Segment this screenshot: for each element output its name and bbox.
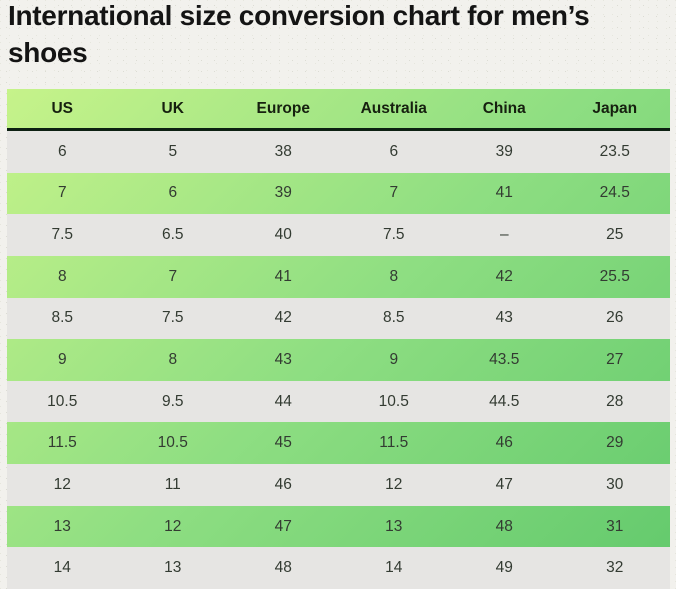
table-cell: 48 <box>274 559 292 577</box>
header-cell-japan: Japan <box>592 99 638 117</box>
table-cell: 11.5 <box>379 434 409 452</box>
table-cell: 27 <box>606 351 624 369</box>
table-cell: 38 <box>274 142 292 160</box>
table-cell: – <box>499 226 509 244</box>
size-conversion-table: US UK Europe Australia China Japan 6 5 38 6 39 23.… <box>7 89 670 589</box>
table-cell: 8 <box>168 351 178 369</box>
table-cell: 8.5 <box>382 309 405 327</box>
table-cell: 49 <box>495 559 513 577</box>
header-cell-china: China <box>482 99 526 117</box>
table-cell: 13 <box>164 559 182 577</box>
header-cell-us: US <box>51 99 74 117</box>
table-cell: 25.5 <box>599 267 630 285</box>
table-row: 11.5 10.5 45 11.5 46 29 <box>7 422 670 464</box>
table-cell: 25 <box>606 226 624 244</box>
table-cell: 7.5 <box>161 309 184 327</box>
table-row: 9 8 43 9 43.5 27 <box>7 339 670 381</box>
table-cell: 32 <box>606 559 624 577</box>
table-cell: 44 <box>274 392 292 410</box>
table-row: 6 5 38 6 39 23.5 <box>7 131 670 173</box>
table-cell: 9 <box>57 351 67 369</box>
table-cell: 44.5 <box>489 392 520 410</box>
table-cell: 23.5 <box>599 142 630 160</box>
table-row: 12 11 46 12 47 30 <box>7 464 670 506</box>
table-cell: 12 <box>385 475 403 493</box>
table-cell: 10.5 <box>47 392 78 410</box>
table-cell: 30 <box>606 475 624 493</box>
table-body: 6 5 38 6 39 23.5 7 6 39 7 41 24.5 7.5 6.5 40 7.5 – 25 8 7 41… <box>7 131 670 589</box>
table-cell: 12 <box>164 517 182 535</box>
table-cell: 7.5 <box>382 226 405 244</box>
table-row: 7 6 39 7 41 24.5 <box>7 173 670 215</box>
table-cell: 46 <box>495 434 513 452</box>
table-cell: 13 <box>385 517 403 535</box>
table-cell: 5 <box>168 142 178 160</box>
table-cell: 40 <box>274 226 292 244</box>
table-cell: 6 <box>389 142 399 160</box>
table-cell: 10.5 <box>157 434 188 452</box>
table-cell: 41 <box>274 267 292 285</box>
table-cell: 9 <box>389 351 399 369</box>
table-row: 8 7 41 8 42 25.5 <box>7 256 670 298</box>
table-cell: 14 <box>385 559 403 577</box>
table-cell: 28 <box>606 392 624 410</box>
table-row: 7.5 6.5 40 7.5 – 25 <box>7 214 670 256</box>
table-cell: 42 <box>274 309 292 327</box>
table-cell: 24.5 <box>599 184 630 202</box>
table-cell: 8 <box>389 267 399 285</box>
table-cell: 7 <box>168 267 178 285</box>
table-cell: 8.5 <box>51 309 74 327</box>
page-title: International size conversion chart for … <box>8 0 590 68</box>
table-cell: 26 <box>606 309 624 327</box>
table-header-row: US UK Europe Australia China Japan <box>7 89 670 131</box>
table-row: 10.5 9.5 44 10.5 44.5 28 <box>7 380 670 423</box>
table-cell: 7.5 <box>51 226 74 244</box>
table-cell: 7 <box>389 184 399 202</box>
table-cell: 6 <box>57 142 67 160</box>
table-row: 13 12 47 13 48 31 <box>7 506 670 548</box>
table-cell: 29 <box>606 434 624 452</box>
table-cell: 39 <box>495 142 513 160</box>
table-cell: 12 <box>53 475 71 493</box>
table-cell: 6.5 <box>161 226 184 244</box>
table-cell: 8 <box>57 267 67 285</box>
table-cell: 39 <box>274 184 292 202</box>
header-cell-uk: UK <box>161 99 184 117</box>
table-cell: 48 <box>495 517 513 535</box>
table-row: 14 13 48 14 49 32 <box>7 547 670 589</box>
header-cell-europe: Europe <box>256 99 310 117</box>
header-cell-australia: Australia <box>360 99 427 117</box>
table-cell: 42 <box>495 267 513 285</box>
table-cell: 31 <box>606 517 624 535</box>
table-cell: 7 <box>57 184 67 202</box>
table-cell: 10.5 <box>378 392 409 410</box>
table-cell: 45 <box>274 434 292 452</box>
table-cell: 41 <box>495 184 513 202</box>
table-cell: 46 <box>274 475 292 493</box>
table-cell: 43 <box>495 309 513 327</box>
table-row: 8.5 7.5 42 8.5 43 26 <box>7 297 670 340</box>
table-cell: 47 <box>274 517 292 535</box>
table-cell: 11 <box>164 475 181 493</box>
table-cell: 11.5 <box>47 434 77 452</box>
table-cell: 14 <box>53 559 71 577</box>
table-cell: 13 <box>53 517 71 535</box>
table-cell: 47 <box>495 475 513 493</box>
table-cell: 9.5 <box>161 392 184 410</box>
table-cell: 6 <box>168 184 178 202</box>
table-cell: 43.5 <box>489 351 520 369</box>
table-cell: 43 <box>274 351 292 369</box>
